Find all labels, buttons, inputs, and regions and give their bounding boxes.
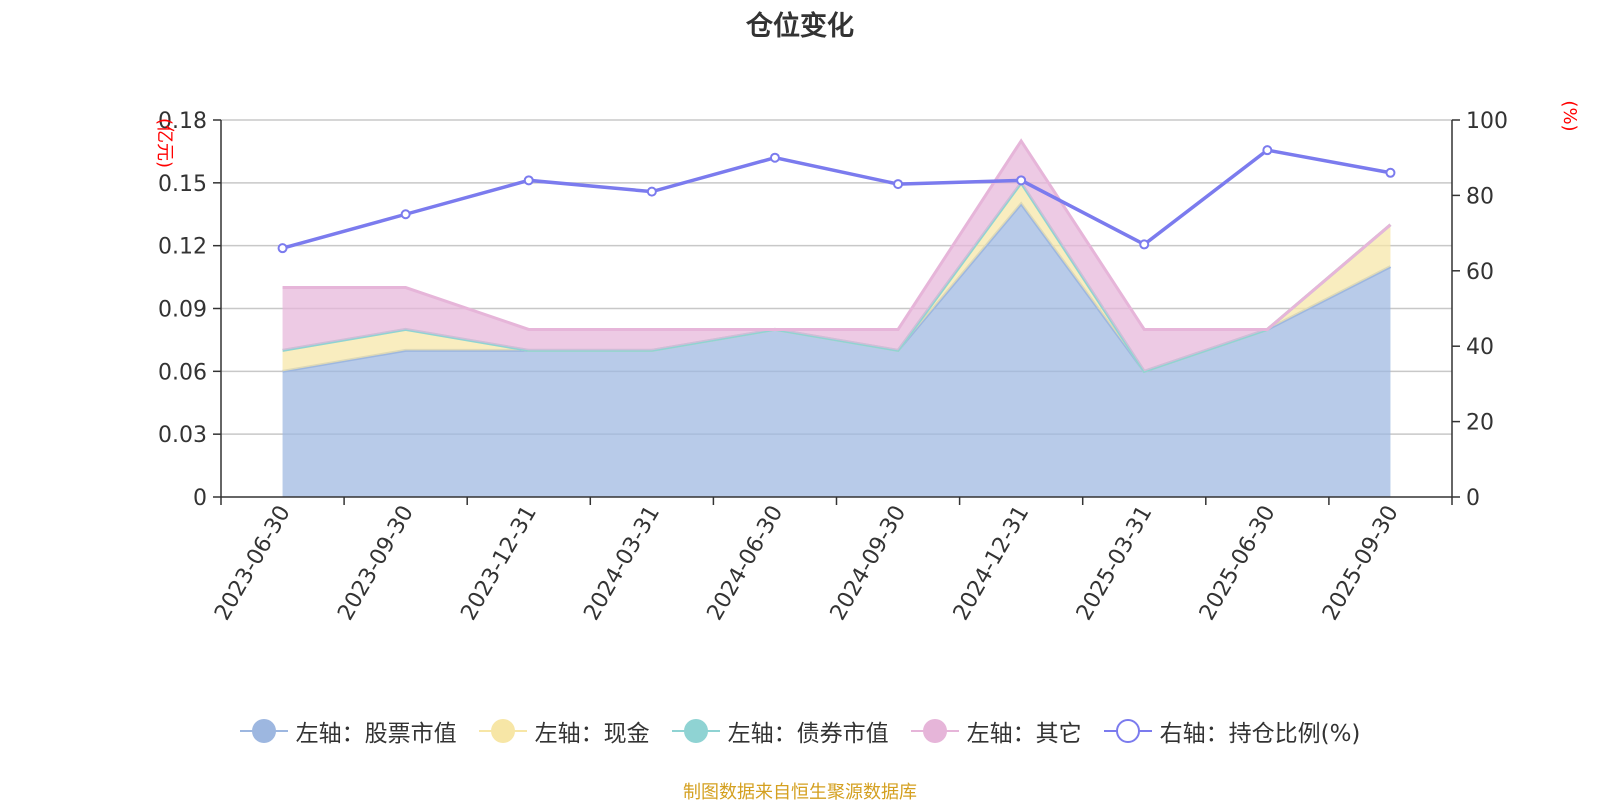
- legend-label-cash: 左轴：现金: [534, 721, 650, 747]
- x-tick-label: 2024-12-31: [949, 502, 1035, 625]
- x-tick-label: 2025-03-31: [1072, 502, 1158, 625]
- legend-item-ratio[interactable]: 右轴：持仓比例(%): [1103, 714, 1361, 748]
- legend-stock-icon: [239, 719, 288, 743]
- position-ratio-polyline: [282, 148, 1391, 250]
- position-change-chart: 0 0.03 0.06 0.09 0.12 0.15 0.18 0 20 40 60 80 100 202…: [154, 100, 1580, 625]
- legend-label-other: 左轴：其它: [966, 721, 1082, 747]
- position-ratio-point: [1385, 167, 1396, 178]
- legend-ratio-icon: [1103, 719, 1152, 743]
- x-tick-label: 2023-06-30: [210, 502, 296, 625]
- left-tick-label: 0.15: [158, 172, 207, 197]
- legend-label-stock: 左轴：股票市值: [295, 721, 457, 747]
- position-ratio-point: [523, 175, 534, 186]
- x-tick-label: 2025-09-30: [1318, 502, 1404, 625]
- right-tick-label: 100: [1466, 109, 1508, 134]
- legend-item-cash[interactable]: 左轴：现金: [478, 714, 650, 748]
- legend-label-ratio: 右轴：持仓比例(%): [1159, 721, 1361, 747]
- stacked-areas: [282, 138, 1392, 497]
- position-ratio-point: [1262, 145, 1273, 156]
- x-tick-label: 2024-03-31: [579, 502, 665, 625]
- legend-other-icon: [910, 719, 959, 743]
- position-ratio-point: [1139, 239, 1150, 250]
- left-tick-label: 0.12: [158, 235, 207, 260]
- legend-label-bond: 左轴：债券市值: [727, 721, 889, 747]
- bond-area-edge: [282, 180, 1392, 374]
- position-ratio-point: [769, 152, 780, 163]
- right-tick-label: 20: [1466, 411, 1494, 436]
- legend-bond-icon: [671, 719, 720, 743]
- position-ratio-point: [400, 209, 411, 220]
- other-area: [282, 140, 1391, 372]
- right-tick-label: 0: [1466, 486, 1480, 511]
- legend: 左轴：股票市值 左轴：现金 左轴：债券市值 左轴：其它 右轴：持仓比例(%): [0, 714, 1600, 748]
- position-ratio-point: [277, 243, 288, 254]
- other-area-edge: [282, 138, 1392, 331]
- right-tick-label: 80: [1466, 184, 1494, 209]
- legend-item-stock[interactable]: 左轴：股票市值: [239, 714, 457, 748]
- left-tick-label: 0.18: [158, 109, 207, 134]
- legend-item-other[interactable]: 左轴：其它: [910, 714, 1082, 748]
- x-tick-label: 2024-09-30: [826, 502, 912, 625]
- legend-cash-icon: [478, 719, 527, 743]
- position-ratio-point: [893, 179, 904, 190]
- left-tick-label: 0.06: [158, 360, 207, 385]
- left-tick-label: 0: [193, 486, 207, 511]
- right-tick-label: 40: [1466, 335, 1494, 360]
- stock-area: [282, 203, 1391, 497]
- legend-item-bond[interactable]: 左轴：债券市值: [671, 714, 889, 748]
- data-source-footer: 制图数据来自恒生聚源数据库: [683, 782, 917, 803]
- right-axis-unit: (%): [1559, 100, 1580, 131]
- position-ratio-point: [1016, 175, 1027, 186]
- position-ratio-line: [277, 145, 1396, 254]
- left-axis-unit: (亿元): [154, 118, 175, 168]
- x-tick-label: 2025-06-30: [1195, 502, 1281, 625]
- left-tick-label: 0.09: [158, 298, 207, 323]
- position-ratio-point: [646, 186, 657, 197]
- chart-title: 仓位变化: [746, 11, 854, 42]
- x-tick-label: 2024-06-30: [703, 502, 789, 625]
- x-tick-label: 2023-09-30: [333, 502, 419, 625]
- left-tick-label: 0.03: [158, 423, 207, 448]
- x-tick-label: 2023-12-31: [456, 502, 542, 625]
- right-tick-label: 60: [1466, 260, 1494, 285]
